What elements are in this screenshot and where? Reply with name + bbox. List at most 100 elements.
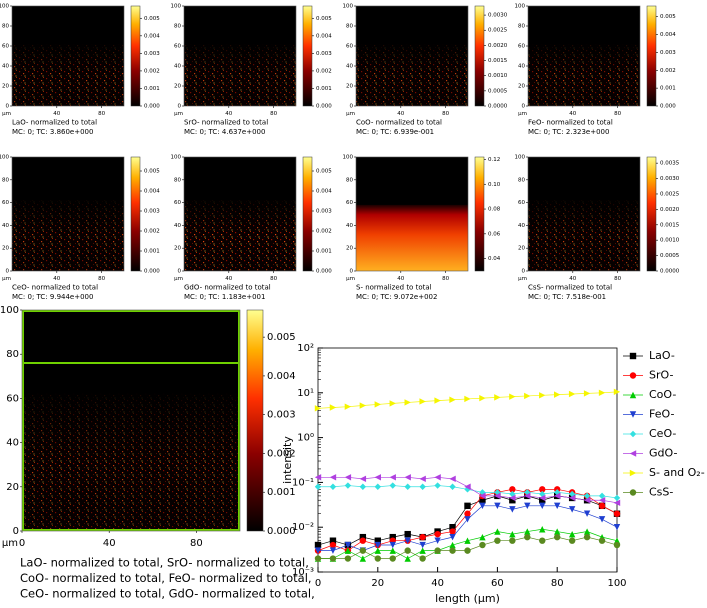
data-point xyxy=(419,547,426,554)
map-caption: SrO- normalized to total xyxy=(184,118,268,126)
colorbar-label: 0.10 xyxy=(488,182,501,188)
x-tick-label: 80 xyxy=(270,111,277,117)
data-point xyxy=(509,490,516,498)
data-point xyxy=(434,482,441,489)
legend-marker xyxy=(629,489,637,496)
data-point xyxy=(568,530,576,538)
y-tick-label: 20 xyxy=(6,482,19,493)
data-point xyxy=(524,392,531,400)
map-caption: MC: 0; TC: 7.518e-001 xyxy=(528,293,606,301)
colorbar-label: 0.000 xyxy=(144,104,160,110)
data-point xyxy=(509,530,516,538)
data-point xyxy=(568,506,576,513)
map-caption: MC: 0; TC: 9.072e+002 xyxy=(356,293,437,301)
data-point xyxy=(598,516,606,523)
data-point xyxy=(449,483,456,490)
data-point xyxy=(359,547,367,554)
map-frame xyxy=(21,309,241,532)
x-tick-label: 0 xyxy=(315,578,321,589)
data-point xyxy=(568,537,576,544)
y-tick-label: 20 xyxy=(518,84,525,90)
colorbar xyxy=(474,156,485,272)
x-tick-label: 80 xyxy=(614,276,621,282)
x-tick-label: 40 xyxy=(225,111,232,117)
colorbar-label: 0.004 xyxy=(316,33,332,39)
y-tick-label: 60 xyxy=(2,44,9,50)
map-caption: GdO- normalized to total xyxy=(184,283,271,291)
y-tick-label: 80 xyxy=(2,24,9,30)
plot-frame xyxy=(317,347,618,573)
map-shade xyxy=(12,44,124,106)
y-tick-label: 40 xyxy=(174,223,181,229)
colorbar-label: 0.004 xyxy=(660,32,676,38)
data-point xyxy=(539,526,546,533)
y-tick-label: 60 xyxy=(346,200,353,206)
data-point xyxy=(524,528,531,535)
data-point xyxy=(464,537,471,544)
colorbar xyxy=(246,309,264,532)
data-point xyxy=(583,533,591,541)
y-tick-label: 100 xyxy=(343,4,354,10)
data-point xyxy=(374,483,381,490)
colorbar-label: 0.0005 xyxy=(660,253,680,259)
x-tick-label: 40 xyxy=(103,538,116,549)
colorbar-label: 0.004 xyxy=(144,189,160,195)
data-point xyxy=(434,530,441,538)
x-unit: µm xyxy=(346,111,355,117)
data-point xyxy=(389,474,396,481)
data-point xyxy=(374,401,381,408)
data-point xyxy=(539,494,546,502)
y-tick-label: 20 xyxy=(174,84,181,90)
y-axis-title: intensity xyxy=(281,436,294,484)
colorbar xyxy=(130,156,141,272)
data-point xyxy=(419,555,426,562)
map-caption: LaO- normalized to total xyxy=(12,118,97,126)
data-point xyxy=(329,404,337,411)
colorbar-label: 0.06 xyxy=(488,231,501,237)
data-point xyxy=(314,483,322,490)
colorbar-label: 0.001 xyxy=(316,86,332,92)
colorbar-label: 0.0010 xyxy=(488,73,508,79)
data-point xyxy=(524,533,531,541)
data-point xyxy=(524,502,531,510)
colorbar-label: 0.000 xyxy=(660,104,676,110)
x-tick-label: 40 xyxy=(397,276,404,282)
data-point xyxy=(539,392,546,399)
data-point xyxy=(434,474,441,481)
legend-marker xyxy=(629,411,637,418)
data-point xyxy=(344,403,352,410)
y-tick-label: 10² xyxy=(297,343,314,354)
y-tick-label: 10⁻³ xyxy=(292,567,314,578)
map-shade xyxy=(528,44,640,106)
colorbar-label: 0.001 xyxy=(267,487,296,498)
data-point xyxy=(449,528,456,535)
x-tick-label: 80 xyxy=(270,276,277,282)
legend-marker xyxy=(629,372,637,379)
data-point xyxy=(404,474,411,481)
data-point xyxy=(568,494,576,502)
colorbar-label: 0.004 xyxy=(316,189,332,195)
data-point xyxy=(464,516,471,523)
data-point xyxy=(374,474,381,481)
x-tick-label: 80 xyxy=(442,111,449,117)
data-point xyxy=(344,555,352,562)
data-point xyxy=(314,541,322,549)
map-caption: CsS- normalized to total xyxy=(528,283,612,291)
y-tick-label: 0 xyxy=(6,269,10,275)
data-point xyxy=(404,555,411,562)
data-point xyxy=(449,533,456,541)
data-point xyxy=(464,395,471,403)
data-point xyxy=(509,494,516,502)
map-frame xyxy=(355,5,469,107)
y-tick-label: 60 xyxy=(174,44,181,50)
y-tick-label: 20 xyxy=(346,84,353,90)
data-point xyxy=(374,541,381,549)
data-point xyxy=(554,533,561,541)
y-tick-label: 100 xyxy=(343,155,354,161)
y-tick-label: 0 xyxy=(13,526,19,537)
x-tick-label: 100 xyxy=(607,578,626,589)
y-tick-label: 0 xyxy=(350,269,354,275)
map-frame xyxy=(183,156,297,272)
y-tick-label: 80 xyxy=(174,24,181,30)
data-point xyxy=(449,396,456,403)
